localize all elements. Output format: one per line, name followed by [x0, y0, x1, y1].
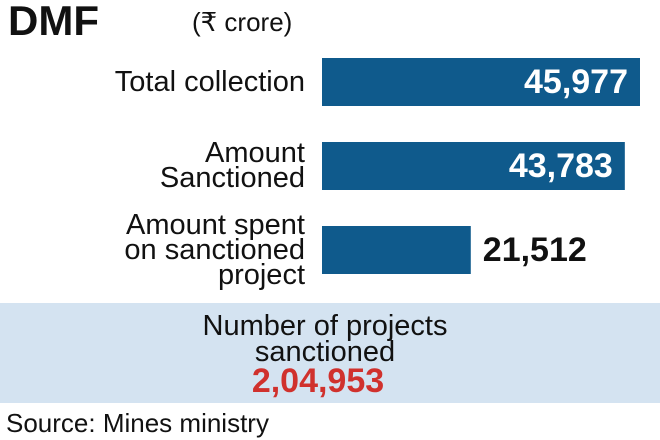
category-label: Amount Sanctioned: [159, 137, 305, 194]
bar: [322, 58, 640, 106]
value-label: 21,512: [483, 231, 587, 269]
callout-box: [0, 303, 660, 403]
callout-label-1: Number of projects sanctioned: [203, 310, 448, 368]
category-label: Total collection: [114, 65, 305, 98]
chart-title: DMF: [8, 0, 99, 44]
bar: [322, 226, 471, 274]
bar: [322, 142, 625, 190]
callout-value: 2,04,953: [252, 362, 384, 400]
chart-subtitle: (₹ crore): [192, 7, 292, 37]
value-label: 45,977: [524, 63, 628, 101]
source: Source: Mines ministry: [6, 408, 269, 438]
value-label: 43,783: [509, 147, 613, 185]
category-label: Amount spent on sanctioned project: [124, 208, 305, 291]
